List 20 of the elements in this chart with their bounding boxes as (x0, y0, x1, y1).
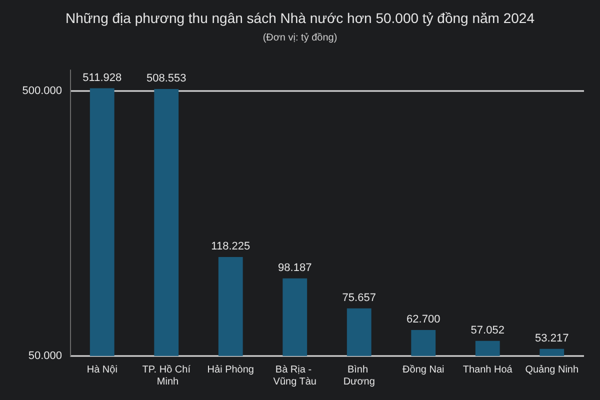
data-label: 57.052 (470, 324, 504, 336)
data-label: 118.225 (211, 240, 250, 252)
chart-title: Những địa phương thu ngân sách Nhà nước hơn 50.000 tỷ đồng năm 2024 (66, 10, 535, 26)
data-label: 511.928 (82, 72, 122, 84)
x-tick-label: TP. Hồ Chí Minh (142, 364, 191, 388)
x-tick-label: Hà Nội (86, 364, 118, 376)
x-tick-label: Bình Dương (343, 364, 375, 388)
data-label: 508.553 (146, 72, 186, 85)
x-tick-label: Đồng Nai (402, 364, 444, 376)
y-tick-label: 500.000 (22, 84, 62, 97)
chart-subtitle: (Đơn vị: tỷ đồng) (262, 32, 338, 44)
y-tick-label: 50.000 (28, 350, 62, 362)
x-tick-label: Thanh Hoá (462, 364, 513, 376)
data-label: 75.657 (342, 292, 376, 304)
x-tick-label: Bà Rịa - Vũng Tàu (273, 364, 316, 388)
data-label: 98.187 (278, 262, 312, 274)
x-tick-label: Quảng Ninh (525, 364, 579, 376)
data-label: 53.217 (535, 332, 569, 344)
x-tick-label: Hải Phòng (207, 364, 254, 376)
data-label: 62.700 (406, 313, 440, 326)
